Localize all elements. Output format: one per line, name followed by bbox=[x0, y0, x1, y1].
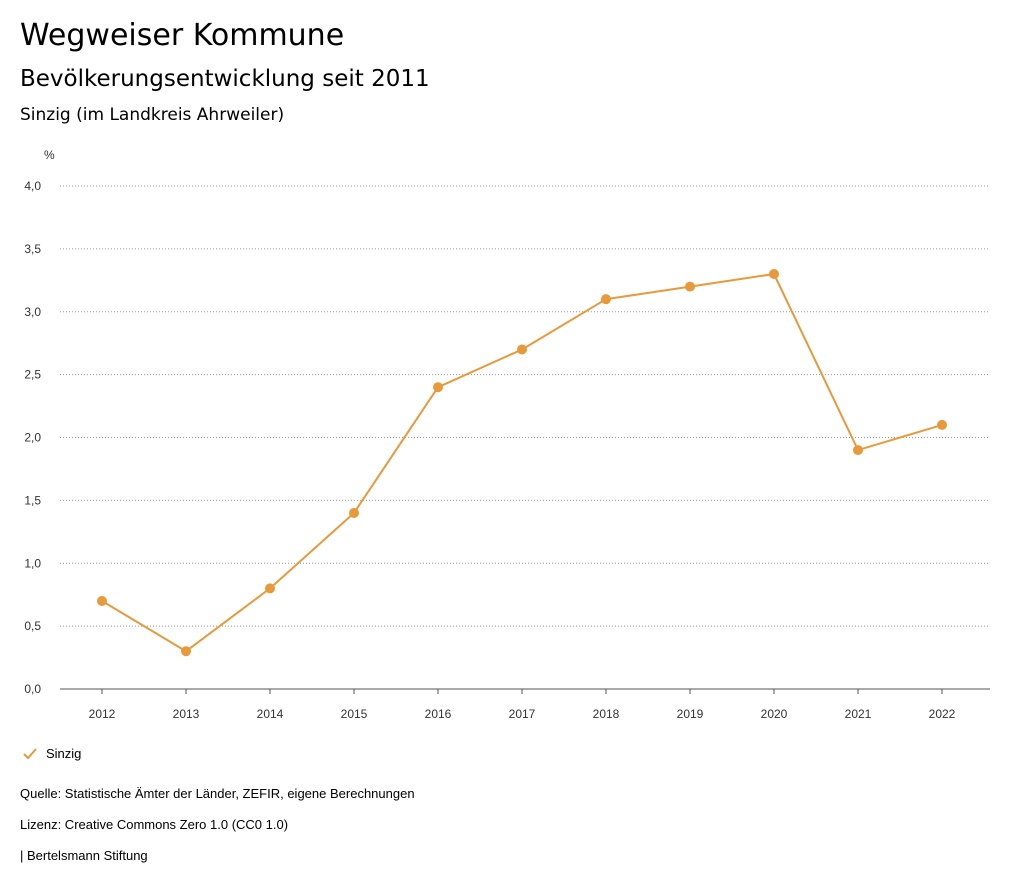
data-point[interactable] bbox=[433, 382, 443, 393]
x-tick-label: 2012 bbox=[89, 707, 116, 721]
legend-item-sinzig[interactable]: Sinzig bbox=[22, 746, 81, 761]
y-tick-label: 0,5 bbox=[24, 619, 41, 633]
x-tick-label: 2015 bbox=[341, 707, 368, 721]
legend-label: Sinzig bbox=[46, 746, 82, 761]
license-note: Lizenz: Creative Commons Zero 1.0 (CC0 1… bbox=[20, 817, 289, 832]
x-tick-label: 2017 bbox=[509, 707, 536, 721]
data-point[interactable] bbox=[601, 294, 611, 305]
data-point[interactable] bbox=[181, 646, 191, 657]
line-chart: % 0,0 0,5 1,0 1,5 2,0 2,5 3,0 3,5 4,0 2012 2013 20… bbox=[24, 148, 990, 721]
data-point[interactable] bbox=[853, 445, 863, 456]
source-note: Quelle: Statistische Ämter der Länder, Z… bbox=[20, 786, 415, 801]
data-point[interactable] bbox=[769, 269, 779, 280]
data-point[interactable] bbox=[97, 595, 107, 606]
y-tick-label: 3,0 bbox=[24, 305, 41, 319]
data-point[interactable] bbox=[517, 344, 527, 355]
y-tick-label: 3,5 bbox=[24, 242, 41, 256]
x-tick-label: 2018 bbox=[593, 707, 620, 721]
publisher-note: | Bertelsmann Stiftung bbox=[20, 848, 148, 863]
x-tick-label: 2014 bbox=[257, 707, 284, 721]
y-tick-label: 2,5 bbox=[24, 368, 41, 382]
x-tick-label: 2020 bbox=[761, 707, 788, 721]
page-title: Wegweiser Kommune bbox=[20, 18, 345, 53]
x-tick-label: 2022 bbox=[929, 707, 956, 721]
chart-subtitle: Bevölkerungsentwicklung seit 2011 bbox=[20, 66, 430, 92]
y-tick-label: 1,0 bbox=[24, 556, 41, 570]
series-line-sinzig bbox=[101, 272, 943, 653]
data-point[interactable] bbox=[265, 583, 275, 594]
checkmark-icon bbox=[23, 747, 37, 759]
y-tick-label: 2,0 bbox=[24, 431, 41, 445]
data-point[interactable] bbox=[349, 507, 359, 518]
x-tick-label: 2013 bbox=[173, 707, 200, 721]
y-tick-label: 4,0 bbox=[24, 179, 41, 193]
region-label: Sinzig (im Landkreis Ahrweiler) bbox=[20, 105, 285, 125]
y-tick-label: 1,5 bbox=[24, 493, 41, 507]
x-tick-label: 2016 bbox=[425, 707, 452, 721]
data-point[interactable] bbox=[937, 419, 947, 430]
y-tick-label: 0,0 bbox=[24, 682, 41, 696]
x-tick-label: 2021 bbox=[845, 707, 872, 721]
x-tick-label: 2019 bbox=[677, 707, 704, 721]
data-point[interactable] bbox=[685, 281, 695, 292]
y-axis-unit-label: % bbox=[44, 148, 55, 162]
